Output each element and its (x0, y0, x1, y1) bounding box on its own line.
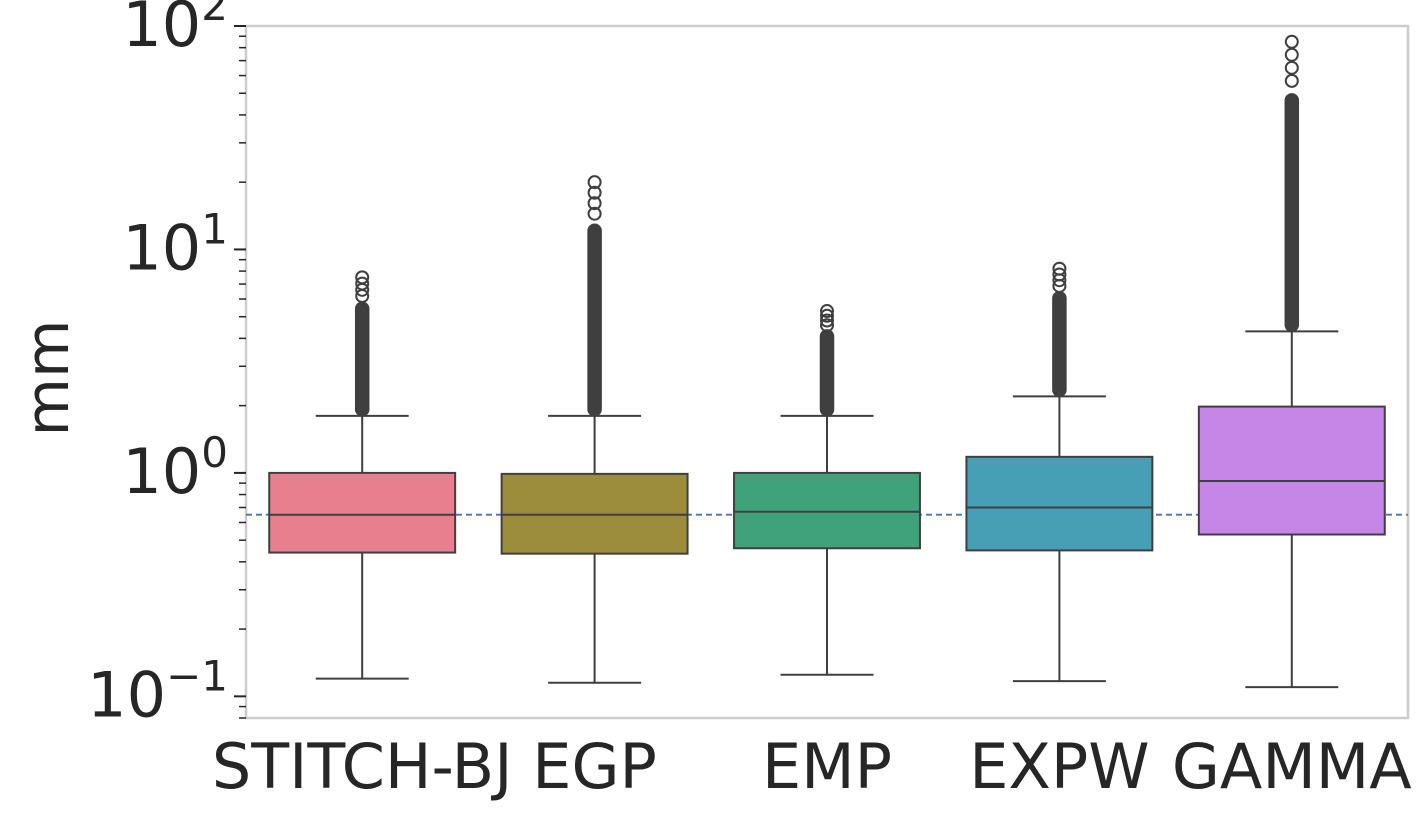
boxes-group (268, 34, 1386, 689)
outlier-point (1052, 267, 1067, 282)
outlier-point (820, 304, 834, 319)
outlier-point (587, 196, 602, 211)
x-tick-label: GAMMA (1172, 730, 1412, 803)
x-tick-label: EXPW (969, 730, 1149, 803)
y-tick-label: 101 (122, 204, 228, 284)
box-body (965, 455, 1154, 552)
x-tick-label: EMP (762, 730, 892, 803)
x-tick-label: EGP (532, 730, 657, 803)
outlier-point (1052, 261, 1067, 276)
box-expw (965, 261, 1154, 683)
box-body (268, 471, 457, 554)
y-axis: 10−1 100 101 102 (87, 0, 246, 731)
box-emp (733, 304, 921, 676)
outlier-point (1284, 47, 1299, 62)
box-stitch-bj (268, 270, 457, 680)
outliers-dense (587, 223, 602, 417)
outliers-dense (1284, 93, 1300, 333)
y-tick-label: 100 (122, 428, 228, 508)
y-tick-label: 10−1 (87, 651, 228, 731)
box-egp (500, 175, 689, 684)
y-tick-label: 102 (122, 0, 228, 61)
outlier-point (587, 206, 602, 221)
outlier-point (820, 308, 834, 323)
y-axis-label: mm (13, 320, 83, 437)
outlier-point (1284, 60, 1299, 75)
outliers-dense (819, 329, 835, 417)
outlier-point (355, 270, 370, 285)
outliers-dense (1052, 290, 1067, 398)
outlier-point (587, 175, 602, 190)
outlier-point (1284, 34, 1299, 49)
x-axis: STITCH-BJ EGP EMP EXPW GAMMA (212, 730, 1412, 803)
outlier-point (1284, 73, 1299, 88)
box-body (1197, 405, 1386, 536)
outlier-point (820, 313, 834, 328)
outlier-point (587, 185, 602, 200)
x-tick-label: STITCH-BJ (212, 730, 513, 803)
outliers-dense (354, 301, 370, 417)
outlier-point (820, 318, 834, 333)
box-gamma (1197, 34, 1386, 689)
outlier-point (355, 276, 370, 291)
box-body (733, 471, 921, 550)
